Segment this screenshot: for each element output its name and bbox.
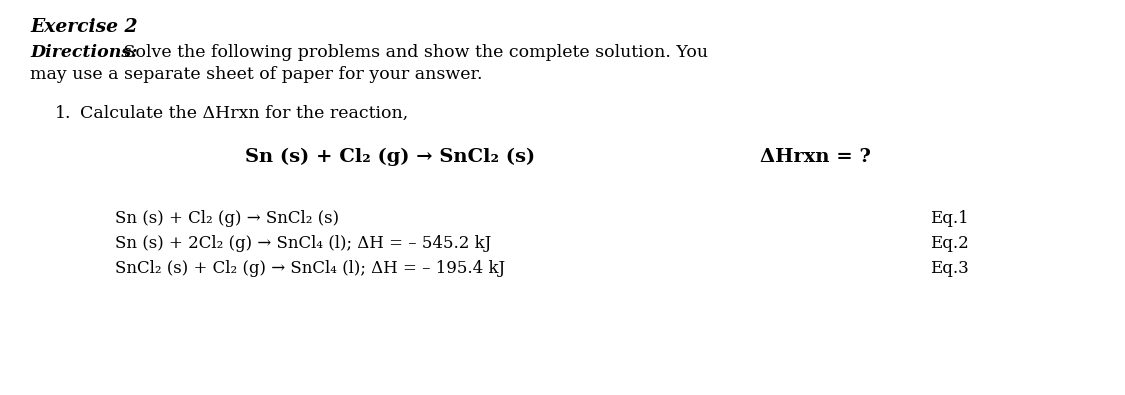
Text: Sn (s) + Cl₂ (g) → SnCl₂ (s): Sn (s) + Cl₂ (g) → SnCl₂ (s) <box>245 148 536 166</box>
Text: may use a separate sheet of paper for your answer.: may use a separate sheet of paper for yo… <box>30 66 483 83</box>
Text: Exercise 2: Exercise 2 <box>30 18 137 36</box>
Text: Directions:: Directions: <box>30 44 137 61</box>
Text: Solve the following problems and show the complete solution. You: Solve the following problems and show th… <box>118 44 708 61</box>
Text: Eq.1: Eq.1 <box>930 210 969 227</box>
Text: Sn (s) + Cl₂ (g) → SnCl₂ (s): Sn (s) + Cl₂ (g) → SnCl₂ (s) <box>115 210 339 227</box>
Text: Eq.3: Eq.3 <box>930 260 969 277</box>
Text: SnCl₂ (s) + Cl₂ (g) → SnCl₄ (l); ΔH = – 195.4 kJ: SnCl₂ (s) + Cl₂ (g) → SnCl₄ (l); ΔH = – … <box>115 260 505 277</box>
Text: 1.: 1. <box>55 105 72 122</box>
Text: Eq.2: Eq.2 <box>930 235 969 252</box>
Text: Sn (s) + 2Cl₂ (g) → SnCl₄ (l); ΔH = – 545.2 kJ: Sn (s) + 2Cl₂ (g) → SnCl₄ (l); ΔH = – 54… <box>115 235 492 252</box>
Text: ΔHrxn = ?: ΔHrxn = ? <box>760 148 871 166</box>
Text: Calculate the ΔHrxn for the reaction,: Calculate the ΔHrxn for the reaction, <box>80 105 408 122</box>
